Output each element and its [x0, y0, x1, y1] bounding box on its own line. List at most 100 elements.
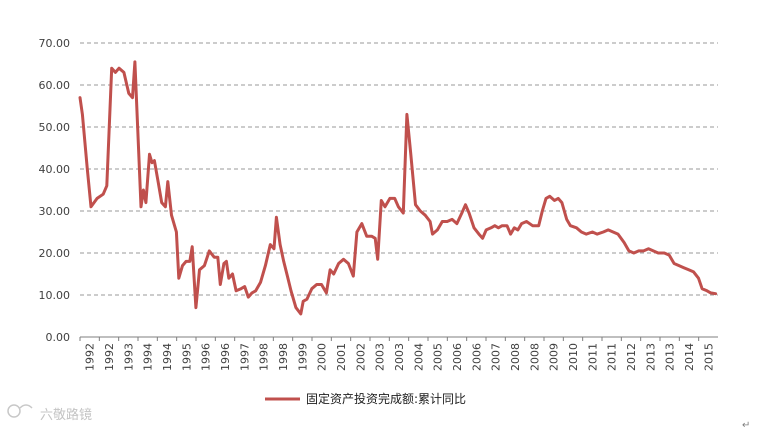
series-point — [461, 212, 463, 214]
series-point — [541, 210, 543, 212]
y-tick-label: 60.00 — [39, 79, 71, 92]
series-point — [279, 244, 281, 246]
series-point — [217, 256, 219, 258]
series-point — [333, 273, 335, 275]
series-point — [295, 307, 297, 309]
series-point — [123, 71, 125, 73]
series-point — [157, 181, 159, 183]
series-point — [371, 235, 373, 237]
series-point — [140, 206, 142, 208]
x-tick-label: 1994 — [161, 343, 174, 371]
series-point — [259, 281, 262, 283]
series-point — [628, 250, 630, 252]
series-point — [90, 206, 92, 208]
series-point — [231, 273, 234, 275]
series-point — [561, 202, 563, 204]
series-point — [688, 269, 690, 271]
series-point — [208, 250, 210, 252]
y-tick-label: 20.00 — [39, 247, 71, 260]
series-point — [384, 206, 386, 208]
series-point — [251, 292, 253, 294]
series-point — [148, 153, 151, 155]
y-tick-label: 30.00 — [39, 205, 71, 218]
series-point — [441, 220, 443, 223]
x-tick-label: 2010 — [567, 343, 580, 371]
series-point — [311, 288, 313, 290]
series-point — [86, 168, 88, 170]
series-point — [302, 300, 304, 302]
series-point — [643, 250, 645, 252]
x-tick-label: 2008 — [528, 343, 541, 371]
watermark-text: 六敬路镜 — [40, 407, 92, 423]
x-tick-label: 2009 — [548, 343, 561, 371]
x-tick-label: 1998 — [258, 343, 271, 371]
series-point — [623, 241, 625, 244]
x-tick-label: 2005 — [432, 343, 445, 371]
series-point — [429, 220, 431, 223]
series-point — [134, 61, 136, 63]
series-point — [81, 113, 83, 115]
series-point — [683, 267, 685, 269]
y-tick-label: 40.00 — [39, 163, 71, 176]
series-point — [329, 269, 331, 271]
series-point — [167, 181, 169, 183]
series-point — [506, 225, 508, 227]
x-tick-label: 1997 — [238, 343, 251, 371]
y-tick-label: 70.00 — [39, 37, 71, 50]
series-point — [545, 197, 547, 199]
x-tick-label: 2000 — [316, 343, 329, 371]
series-point — [525, 220, 528, 223]
series-point — [668, 254, 670, 256]
series-point — [219, 283, 221, 286]
series-point — [213, 256, 215, 258]
series-point — [342, 258, 345, 260]
series-point — [473, 227, 475, 229]
series-point — [175, 231, 177, 233]
series-point — [494, 225, 496, 227]
series-point — [142, 189, 144, 191]
series-point — [538, 225, 540, 227]
series-point — [410, 151, 412, 153]
series-point — [111, 67, 113, 69]
series-point — [697, 277, 700, 279]
series-point — [269, 244, 271, 246]
series-point — [397, 206, 399, 208]
series-point — [191, 246, 193, 248]
legend: 固定资产投资完成额:累计同比 — [265, 391, 466, 406]
series-point — [406, 113, 408, 115]
series-point — [389, 197, 391, 199]
series-point — [424, 214, 426, 216]
series-point — [663, 252, 665, 254]
x-tick-label: 1994 — [142, 343, 155, 371]
series-point — [706, 290, 708, 292]
series-point — [102, 193, 104, 195]
series-point — [394, 197, 396, 199]
series-point — [607, 229, 609, 231]
x-tick-label: 1998 — [277, 343, 290, 371]
series-point — [235, 290, 237, 292]
series-point — [356, 231, 358, 233]
series-point — [638, 250, 640, 252]
y-tick-labels: 0.00 10.00 20.00 30.00 40.00 50.00 60.00 70.00 — [39, 37, 71, 344]
series-point — [283, 260, 285, 262]
watermark: 六敬路镜 — [7, 404, 92, 423]
series-point — [490, 227, 492, 229]
series-point — [521, 223, 523, 225]
series-point — [419, 210, 421, 212]
x-tick-label: 2011 — [606, 343, 619, 371]
series-point — [464, 204, 467, 206]
x-tick-label: 2012 — [625, 343, 638, 371]
series-point — [195, 307, 197, 309]
series-point — [114, 71, 116, 73]
series-point — [478, 233, 480, 235]
series-point — [612, 231, 614, 233]
series-point — [553, 199, 556, 202]
series-point — [170, 214, 173, 216]
x-tick-label: 2014 — [683, 343, 696, 371]
series-point — [118, 67, 120, 69]
x-tick-label: 1993 — [122, 343, 135, 371]
series-point — [247, 296, 249, 298]
series-point — [532, 225, 534, 227]
x-tick-label: 2002 — [354, 343, 367, 371]
